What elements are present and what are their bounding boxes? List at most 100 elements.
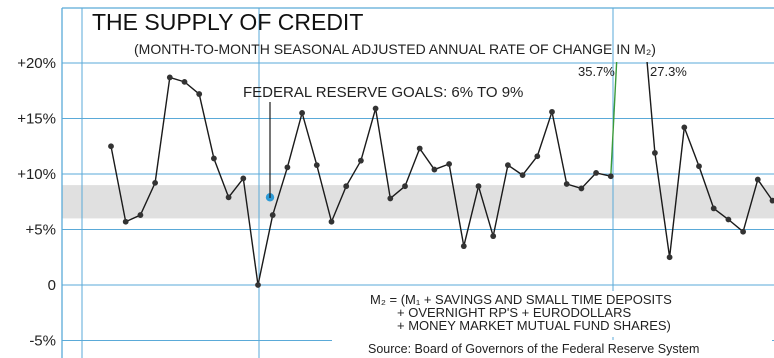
data-point [166,74,173,81]
series-segment [522,155,538,176]
series-segment [198,93,215,159]
data-point [284,164,291,171]
goal-label: FEDERAL RESERVE GOALS: 6% TO 9% [243,84,523,101]
data-point [299,110,305,116]
series-segment [610,62,618,177]
series-segment [301,112,318,166]
series-segment [330,185,347,222]
formula-line-3: + MONEY MARKET MUTUAL FUND SHARES) [397,318,671,333]
series-line [110,62,774,286]
data-point [549,108,555,115]
series-segment [272,167,289,216]
data-point [255,282,261,288]
data-point [225,194,232,201]
data-point [343,183,350,190]
data-point [666,254,673,261]
data-point [137,212,144,218]
series-segment [360,108,377,161]
source-backdrop [332,340,772,358]
data-point [710,205,717,212]
formula-backdrop [330,291,770,337]
data-point [607,173,614,180]
series-segment [184,81,200,95]
data-point [534,153,541,160]
series-segment [683,127,700,167]
series-segment [389,185,406,199]
chart-subtitle: (MONTH-TO-MONTH SEASONAL ADJUSTED ANNUAL… [134,41,656,57]
data-point [122,218,129,225]
series-segment [713,207,729,221]
y-tick-label: -5% [29,333,56,350]
peak-label-2: 27.3% [650,64,687,79]
series-segment [228,178,244,198]
series-segment [507,164,523,176]
series-segment [286,112,303,168]
series-segment [477,186,494,237]
series-segment [257,214,274,286]
data-point [519,172,526,179]
formula-line-2: + OVERNIGHT RP'S + EURODOLLARS [397,305,631,320]
data-point [490,233,497,240]
data-point [578,185,585,192]
y-tick-label: +15% [17,111,56,128]
data-point [181,78,188,85]
data-point [769,197,774,204]
series-segment [110,146,127,222]
series-segment [698,165,715,209]
series-segment [646,62,656,153]
data-point [505,162,511,169]
series-segment [448,163,465,247]
data-point [211,155,217,162]
data-point [460,243,467,250]
series-segment [463,186,480,247]
data-point [416,145,423,152]
y-tick-label: +5% [26,222,56,239]
series-segment [154,77,171,183]
series-segment [742,179,759,232]
peak-label-1: 35.7% [578,64,615,79]
series-segment [242,178,259,286]
series-segment [374,108,391,199]
series-segment [316,164,333,222]
series-segment [668,127,685,258]
data-point [740,228,746,235]
source-note: Source: Board of Governors of the Federa… [368,342,699,356]
series-segment [419,148,435,170]
data-point [696,163,702,170]
data-point [196,91,203,97]
series-segment [551,111,568,185]
data-point [681,124,688,131]
series-segment [139,182,156,216]
data-point [108,143,114,150]
series-segment [654,152,671,258]
series-segment [536,111,553,157]
data-point [475,183,482,190]
data-point [328,218,335,225]
series-segment [492,164,509,237]
data-point [372,105,379,112]
series-segment [404,148,421,187]
data-point [446,161,452,167]
data-point [152,179,159,186]
series-segment [757,179,774,202]
data-point [387,195,394,202]
y-tick-label: +20% [17,55,56,72]
y-tick-label: +10% [17,166,56,183]
chart-title: THE SUPPLY OF CREDIT [92,9,363,35]
data-point [313,162,320,169]
data-point [269,212,276,218]
y-tick-label: 0 [48,277,56,294]
goal-band [62,185,774,219]
data-point [402,183,408,190]
series-segment [345,160,362,187]
series-segment [213,158,230,198]
series-segment [727,218,744,233]
formula-line-1: M₂ = (M₁ + SAVINGS AND SMALL TIME DEPOSI… [370,292,672,307]
data-point [754,176,761,183]
data-point [652,150,658,156]
data-point [563,181,570,187]
data-point [431,166,438,173]
data-point [240,175,247,182]
data-point [593,169,599,176]
series-segment [580,172,597,189]
